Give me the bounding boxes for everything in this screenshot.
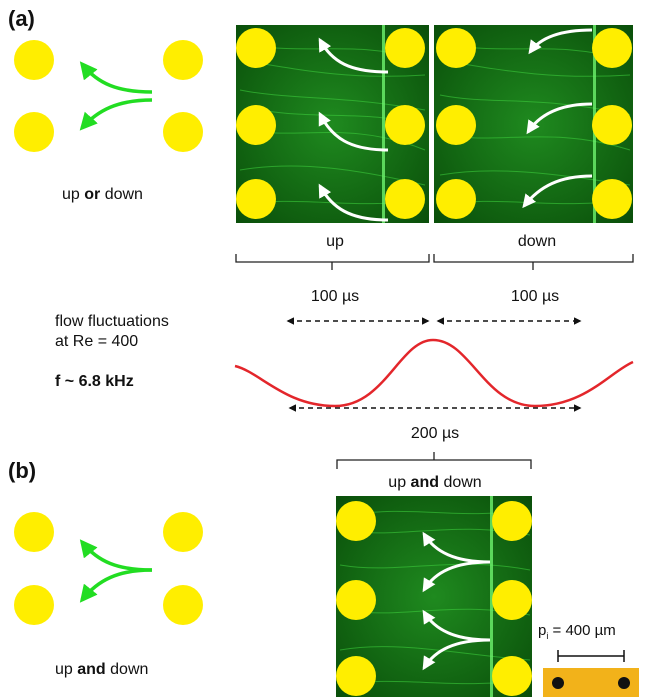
pillar-a-tl bbox=[14, 40, 54, 80]
pillar-up-3 bbox=[236, 179, 276, 219]
white-arrow-up-1 bbox=[318, 37, 389, 74]
pillar-b-br bbox=[163, 585, 203, 625]
panel-b-label: (b) bbox=[8, 458, 37, 483]
pillar-b-tr bbox=[163, 512, 203, 552]
photo-b bbox=[336, 496, 532, 697]
schematic-a bbox=[14, 40, 203, 152]
pillar-b-photo-1 bbox=[336, 501, 376, 541]
pillar-down-2 bbox=[436, 105, 476, 145]
panel-a-caption: up or down bbox=[62, 186, 143, 203]
scale-dot-left bbox=[552, 677, 564, 689]
photo-up bbox=[236, 25, 429, 223]
fluctuation-line2: at Re = 400 bbox=[55, 333, 139, 350]
flow-fluctuation-sine bbox=[234, 338, 634, 408]
flow-arrow-a-up bbox=[79, 61, 153, 94]
flow-arrow-a-down bbox=[79, 98, 153, 131]
duration-down-label: 100 µs bbox=[510, 288, 560, 305]
white-arrow-down-1 bbox=[528, 28, 593, 55]
white-arrow-down-3 bbox=[522, 174, 593, 209]
pillar-b-photo-4 bbox=[492, 501, 532, 541]
pillar-b-bl bbox=[14, 585, 54, 625]
pillar-down-5 bbox=[592, 105, 632, 145]
bracket-up bbox=[235, 254, 430, 270]
pillar-down-1 bbox=[436, 28, 476, 68]
white-arrow-up-3 bbox=[318, 183, 389, 222]
white-arrow-down-2 bbox=[526, 102, 593, 135]
pillar-up-4 bbox=[385, 28, 425, 68]
pitch-label: pi = 400 µm bbox=[538, 622, 616, 641]
photo-down-label: down bbox=[517, 233, 557, 250]
schematic-b bbox=[14, 512, 203, 625]
fluctuation-line1: flow fluctuations bbox=[55, 313, 169, 330]
pillar-up-5 bbox=[385, 105, 425, 145]
flow-arrow-b-down bbox=[79, 568, 153, 603]
photo-b-label: up and down bbox=[388, 474, 482, 491]
bracket-down bbox=[433, 254, 634, 270]
duration-up-label: 100 µs bbox=[310, 288, 360, 305]
pillar-up-2 bbox=[236, 105, 276, 145]
pillar-b-photo-2 bbox=[336, 580, 376, 620]
scale-bar bbox=[543, 650, 639, 697]
pillar-up-1 bbox=[236, 28, 276, 68]
pillar-a-br bbox=[163, 112, 203, 152]
pillar-up-6 bbox=[385, 179, 425, 219]
pillar-b-photo-6 bbox=[492, 656, 532, 696]
pillar-b-photo-5 bbox=[492, 580, 532, 620]
panel-a-label: (a) bbox=[8, 6, 35, 31]
pillar-a-tr bbox=[163, 40, 203, 80]
frequency-label: f ~ 6.8 kHz bbox=[55, 373, 134, 390]
white-fork-2-down bbox=[422, 638, 491, 671]
scale-dot-right bbox=[618, 677, 630, 689]
pillar-b-photo-3 bbox=[336, 656, 376, 696]
pillar-down-4 bbox=[592, 28, 632, 68]
period-label: 200 µs bbox=[410, 425, 460, 442]
photo-down bbox=[434, 25, 633, 223]
pillar-down-3 bbox=[436, 179, 476, 219]
pillar-down-6 bbox=[592, 179, 632, 219]
bracket-b bbox=[336, 452, 532, 469]
white-fork-1-down bbox=[422, 560, 491, 593]
white-arrow-up-2 bbox=[318, 111, 389, 152]
photo-up-label: up bbox=[326, 233, 344, 250]
panel-b-caption: up and down bbox=[55, 661, 149, 678]
pillar-a-bl bbox=[14, 112, 54, 152]
flow-arrow-b-up bbox=[79, 539, 153, 572]
pillar-b-tl bbox=[14, 512, 54, 552]
